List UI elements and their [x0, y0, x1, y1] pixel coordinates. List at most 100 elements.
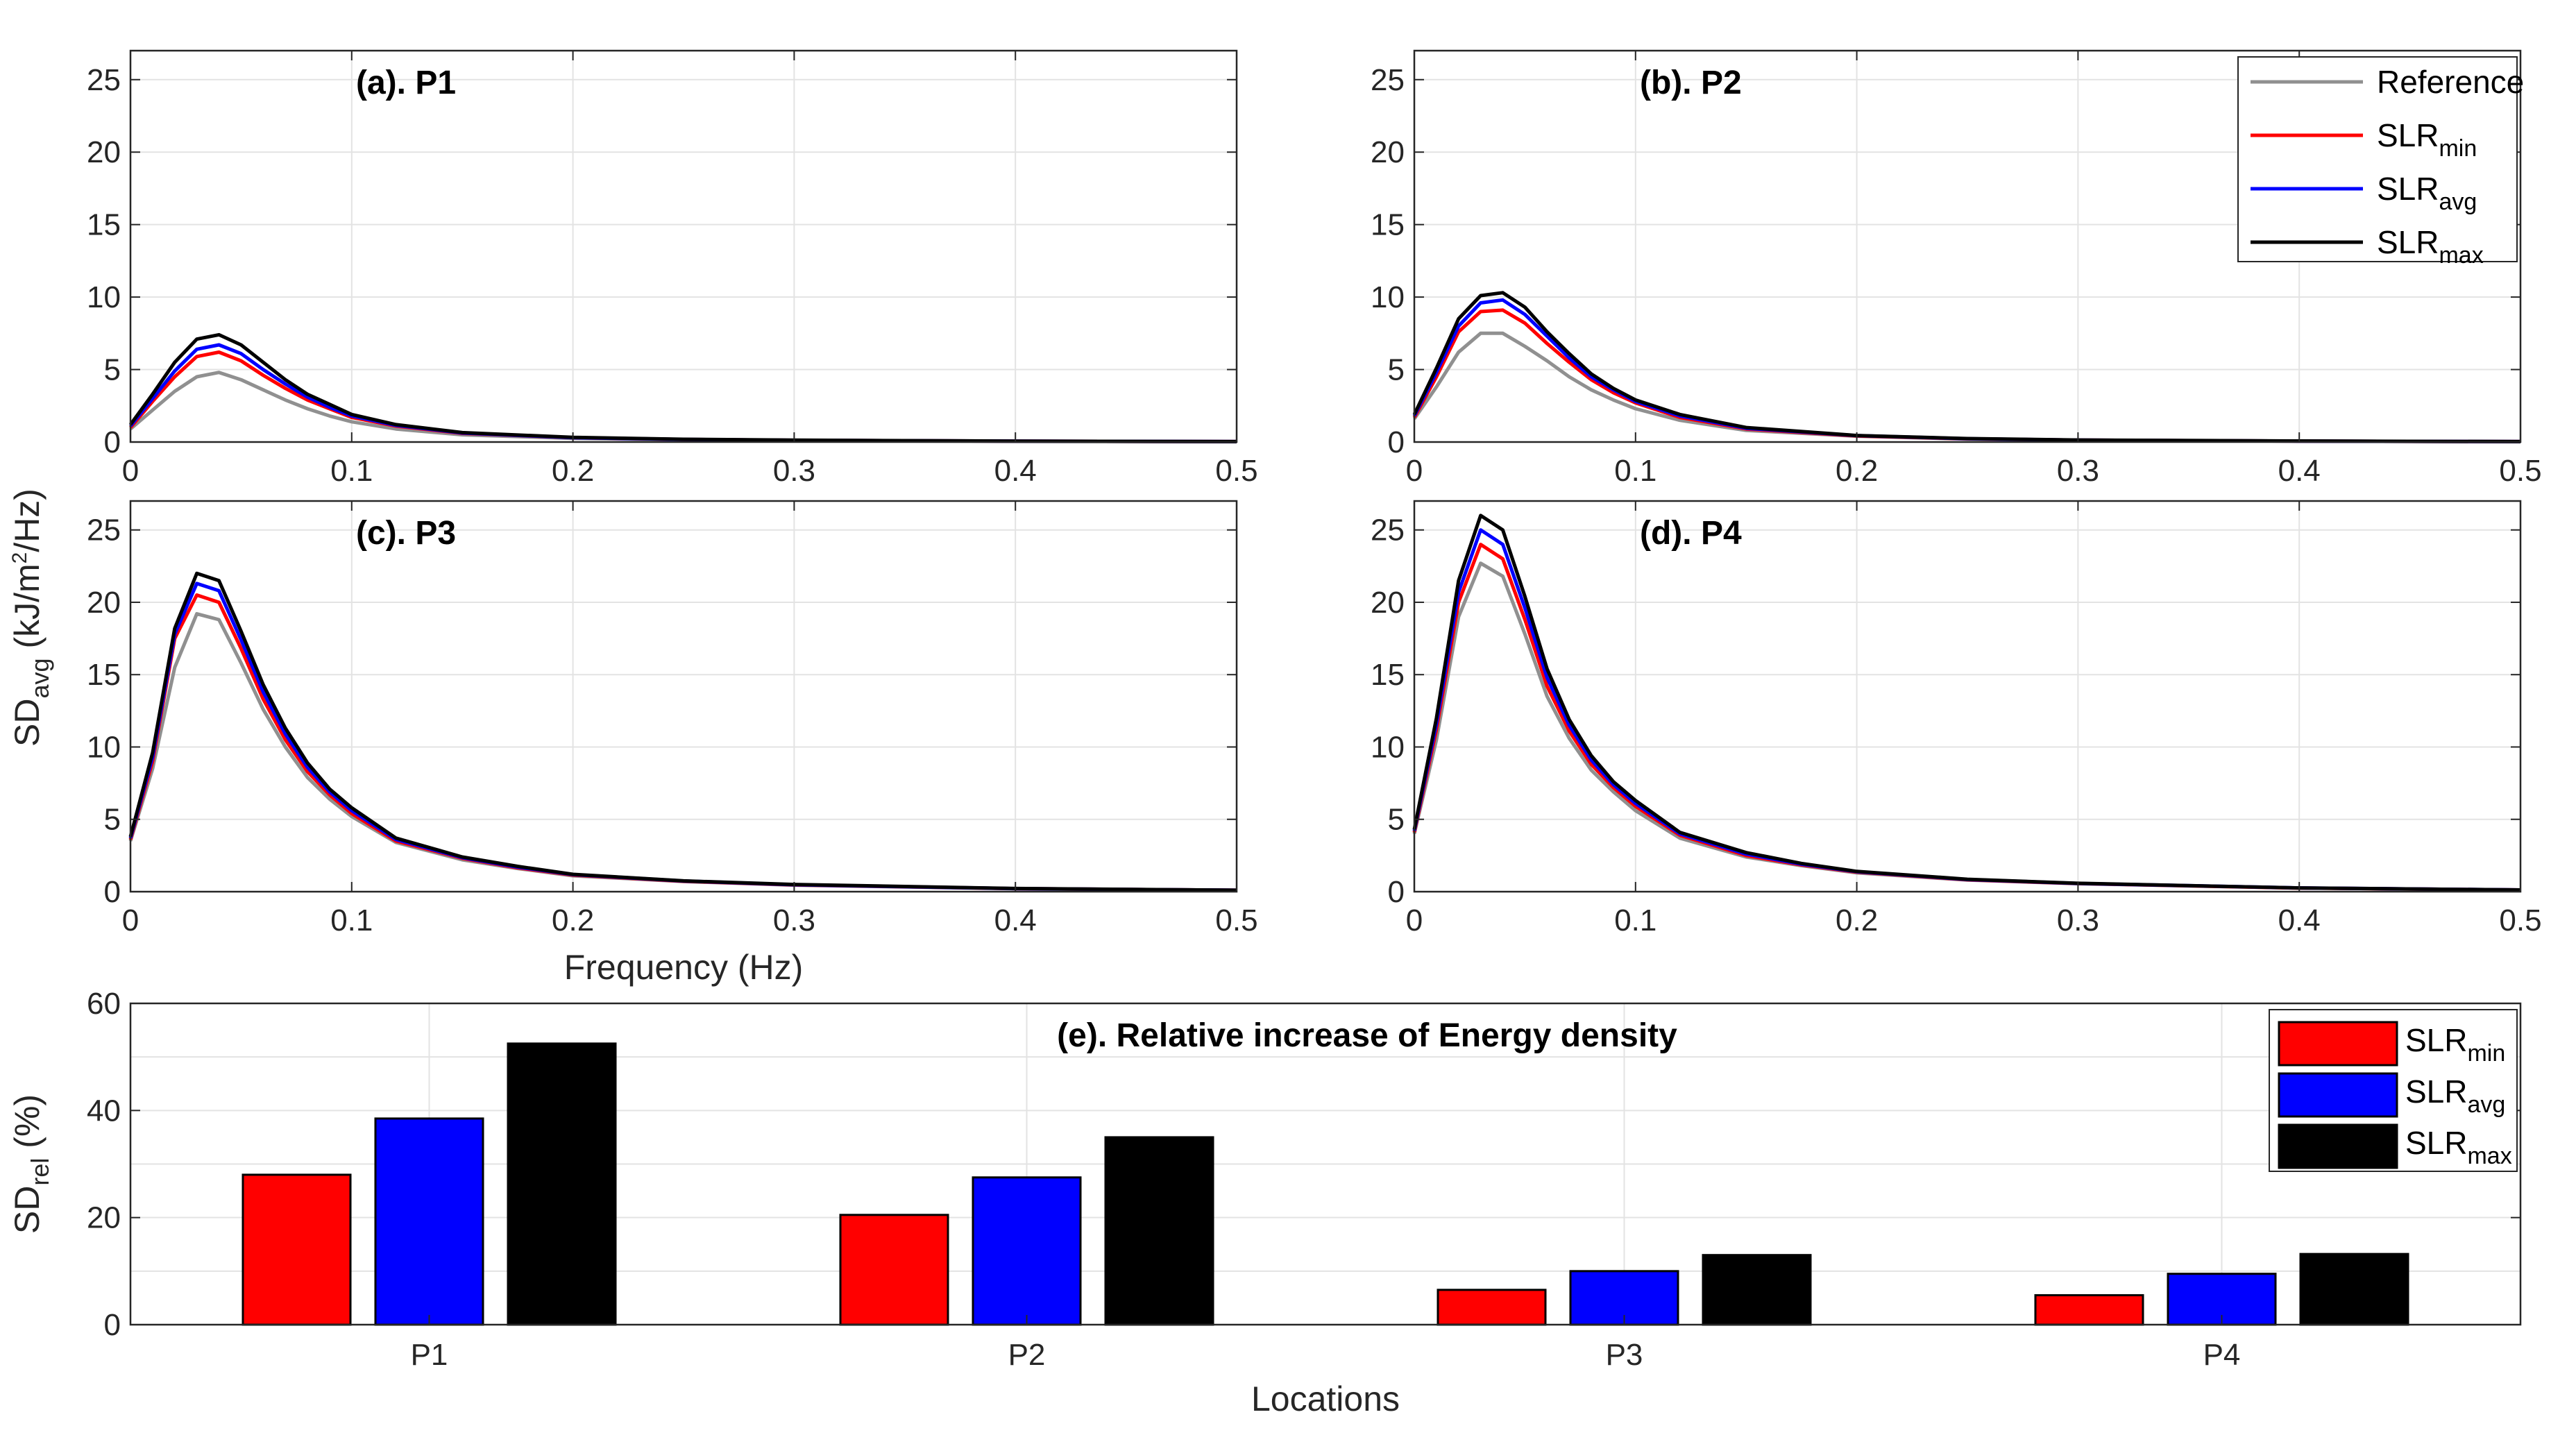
- series-line-slrmax: [1412, 513, 2521, 892]
- x-tick-label: 0.3: [2057, 903, 2099, 937]
- x-tick-label: 0.4: [994, 903, 1037, 937]
- panel-c: 0 0.1 0.2 0.3 0.4 0.5 0 5 10 15 20 25 (c). P3 Frequen…: [87, 500, 1258, 987]
- panel-a: 0 0.1 0.2 0.3 0.4 0.5 0 5 10 15 20 25 (a). P1: [87, 49, 1258, 488]
- legend-label: SLRavg: [2405, 1073, 2505, 1118]
- legend-label-base: SLR: [2405, 1022, 2467, 1058]
- legend-label-base: SLR: [2377, 224, 2439, 260]
- y-tick-label: 0: [104, 425, 121, 459]
- legend-label: SLRmin: [2405, 1022, 2505, 1067]
- legend-label-sub: avg: [2467, 1092, 2505, 1118]
- panel-title: (a). P1: [356, 65, 456, 101]
- y-tick-label: 25: [1371, 513, 1405, 547]
- x-tick-label: 0.4: [994, 454, 1037, 488]
- y-tick-label: 5: [104, 353, 121, 387]
- panel-title: (d). P4: [1640, 515, 1742, 552]
- x-tick-label: P1: [411, 1338, 448, 1372]
- y-tick-label: 25: [1371, 63, 1405, 97]
- legend-label: SLRmin: [2377, 117, 2477, 162]
- y-tick-label: 15: [1371, 658, 1405, 692]
- y-tick-label: 10: [87, 730, 121, 764]
- series-line-slrmax: [128, 571, 1237, 892]
- legend-label-sub: max: [2467, 1143, 2511, 1169]
- x-tick-label: 0.4: [2278, 454, 2321, 488]
- legend-label-base: SLR: [2377, 171, 2439, 207]
- legend-label: SLRmax: [2377, 224, 2484, 269]
- y-tick-label: 20: [87, 1201, 121, 1235]
- y-tick-label: 10: [1371, 280, 1405, 314]
- legend-label-base: SLR: [2405, 1073, 2467, 1110]
- bar-slrmax-p3: [1702, 1254, 1812, 1326]
- bar-slrmin-p2: [839, 1214, 949, 1326]
- y-tick-label: 5: [104, 803, 121, 837]
- series-line-slrmax: [1412, 291, 2521, 443]
- legend-label-base: SLR: [2405, 1125, 2467, 1161]
- bar-slravg-p1: [374, 1117, 484, 1326]
- legend-label-sub: avg: [2439, 189, 2477, 215]
- y-tick-label: 25: [87, 63, 121, 97]
- legend-bar-swatch: [2278, 1021, 2398, 1067]
- y-tick-label: 15: [87, 208, 121, 242]
- panel-title: (e). Relative increase of Energy density: [1057, 1017, 1677, 1054]
- y-tick-label: 0: [104, 1308, 121, 1342]
- x-tick-label: 0.2: [552, 903, 594, 937]
- x-tick-label: 0.1: [1614, 454, 1656, 488]
- legend-label-sub: min: [2439, 135, 2477, 162]
- bar-slrmax-p1: [507, 1042, 617, 1326]
- axes-frame: [129, 500, 1238, 893]
- bar-slrmin-p3: [1437, 1289, 1547, 1326]
- x-tick-label: 0.5: [2499, 903, 2541, 937]
- x-tick-label: 0: [1406, 903, 1423, 937]
- axes-frame: [129, 1002, 2522, 1326]
- legend-label: SLRavg: [2377, 171, 2477, 215]
- y-axis-label: SDrel (%): [8, 1094, 54, 1234]
- y-tick-label: 40: [87, 1094, 121, 1128]
- x-tick-label: 0.3: [773, 903, 815, 937]
- axes-frame: [129, 49, 1238, 443]
- x-tick-label: 0.2: [1836, 454, 1878, 488]
- y-label-sup: 2: [8, 552, 31, 564]
- y-tick-label: 20: [1371, 135, 1405, 169]
- x-tick-label: P3: [1606, 1338, 1643, 1372]
- y-label-base: SD: [8, 1186, 46, 1234]
- x-tick-label: P2: [1008, 1338, 1046, 1372]
- x-tick-label: 0.3: [773, 454, 815, 488]
- x-axis-label: Frequency (Hz): [564, 948, 804, 987]
- y-tick-label: 20: [1371, 586, 1405, 620]
- x-tick-label: 0.1: [330, 903, 373, 937]
- legend-bar-swatch: [2278, 1072, 2398, 1118]
- legend-label-base: Reference: [2377, 64, 2524, 100]
- panel-title: (c). P3: [356, 515, 456, 552]
- y-tick-label: 25: [87, 513, 121, 547]
- x-tick-label: 0.5: [2499, 454, 2541, 488]
- x-tick-label: 0.2: [1836, 903, 1878, 937]
- y-tick-label: 5: [1388, 803, 1405, 837]
- x-tick-label: 0.5: [1215, 903, 1257, 937]
- axes-frame: [1413, 49, 2522, 443]
- y-tick-label: 5: [1388, 353, 1405, 387]
- bar-slrmax-p4: [2299, 1253, 2409, 1326]
- y-tick-label: 0: [104, 875, 121, 909]
- x-tick-label: 0: [1406, 454, 1423, 488]
- y-label-base: SD: [8, 699, 46, 747]
- x-tick-label: 0.1: [1614, 903, 1656, 937]
- legend-label-base: SLR: [2377, 117, 2439, 153]
- x-tick-label: 0.2: [552, 454, 594, 488]
- y-tick-label: 60: [87, 987, 121, 1021]
- legend-box: [2237, 56, 2518, 262]
- panel-e: P1 P2 P3 P4 0 20 40 60 (e). Relative increase of…: [8, 987, 2522, 1418]
- y-tick-label: 0: [1388, 875, 1405, 909]
- y-label-sub: rel: [26, 1158, 54, 1186]
- y-tick-label: 0: [1388, 425, 1405, 459]
- bar-slrmin-p1: [242, 1173, 352, 1326]
- y-label-end: /Hz): [8, 489, 46, 552]
- plot-area: [130, 501, 1237, 892]
- legend-label: SLRmax: [2405, 1125, 2512, 1169]
- y-label-sub: avg: [26, 658, 54, 698]
- legend-label-sub: max: [2439, 242, 2483, 269]
- y-label-unit: (%): [8, 1094, 46, 1158]
- legend-bar-swatch: [2278, 1123, 2398, 1169]
- y-tick-label: 15: [87, 658, 121, 692]
- y-label-unit: (kJ/m: [8, 563, 46, 658]
- x-tick-label: P4: [2203, 1338, 2241, 1372]
